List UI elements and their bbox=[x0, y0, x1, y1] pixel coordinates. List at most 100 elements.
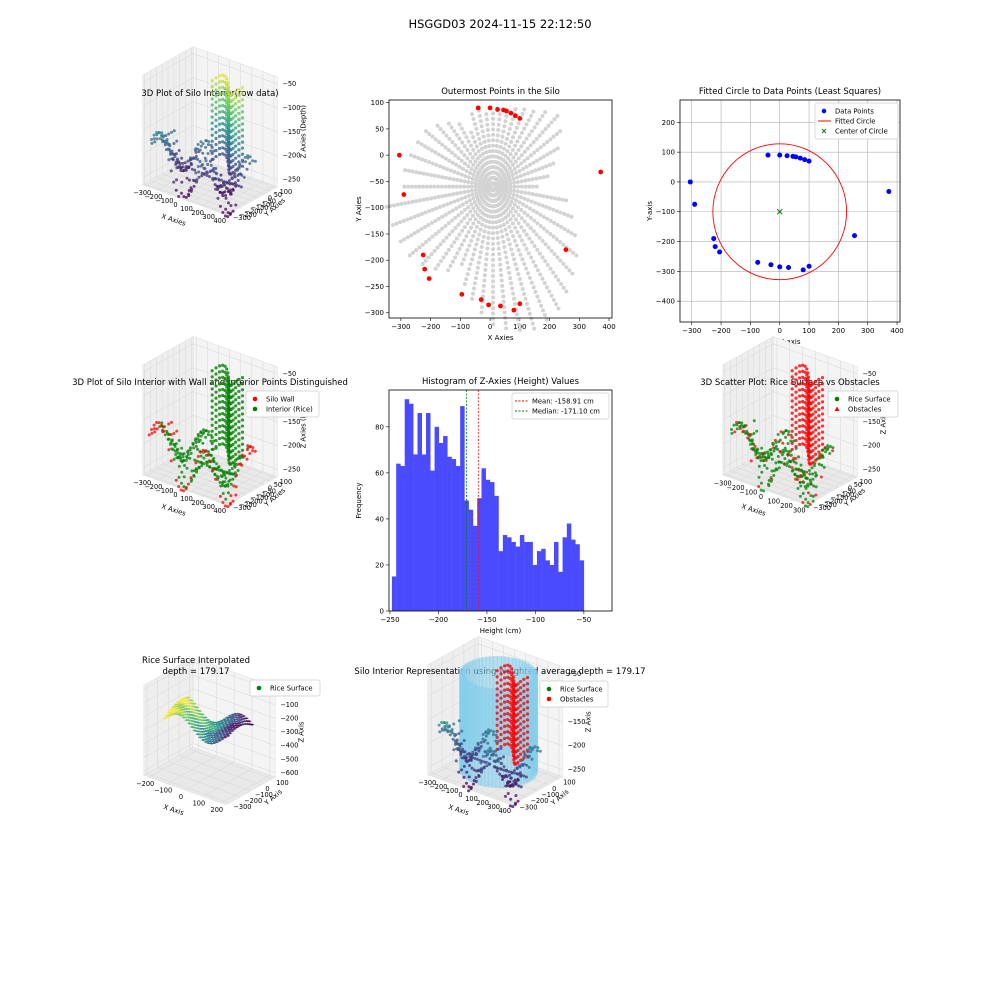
legend-label: Median: -171.10 cm bbox=[532, 408, 600, 416]
point bbox=[525, 736, 530, 740]
point bbox=[544, 164, 549, 169]
point bbox=[221, 97, 225, 101]
point bbox=[223, 484, 227, 488]
y-tick-label: −250 bbox=[819, 501, 837, 509]
point bbox=[215, 462, 219, 466]
point bbox=[740, 421, 744, 425]
point bbox=[814, 428, 818, 432]
point bbox=[231, 152, 235, 156]
point bbox=[817, 432, 821, 436]
point bbox=[502, 718, 507, 722]
point bbox=[467, 171, 472, 176]
point bbox=[806, 505, 810, 509]
surface-patch bbox=[227, 732, 233, 735]
point bbox=[221, 152, 225, 156]
point bbox=[501, 129, 506, 134]
point bbox=[240, 86, 245, 90]
x-tick-label: −200 bbox=[711, 327, 730, 335]
point bbox=[152, 427, 156, 431]
point bbox=[459, 262, 464, 267]
point bbox=[195, 470, 199, 474]
point bbox=[495, 236, 500, 241]
point bbox=[466, 189, 471, 194]
point bbox=[527, 236, 532, 241]
grid-line bbox=[142, 415, 194, 445]
point bbox=[820, 453, 824, 457]
y-tick-label: −50 bbox=[262, 488, 276, 496]
point bbox=[535, 268, 540, 273]
point bbox=[198, 438, 202, 442]
point bbox=[473, 209, 478, 214]
point bbox=[240, 98, 245, 102]
point bbox=[460, 140, 465, 145]
point bbox=[168, 142, 172, 146]
surface-patch bbox=[191, 702, 197, 705]
point bbox=[516, 712, 520, 716]
point bbox=[504, 768, 508, 772]
point bbox=[506, 742, 510, 746]
point bbox=[516, 688, 520, 692]
point bbox=[189, 161, 193, 165]
x-tick-label: 200 bbox=[832, 327, 845, 335]
point bbox=[512, 166, 517, 171]
point bbox=[466, 230, 471, 235]
point bbox=[515, 317, 520, 322]
point bbox=[778, 438, 782, 442]
point bbox=[811, 400, 815, 404]
point bbox=[770, 457, 774, 461]
point bbox=[758, 454, 762, 458]
point bbox=[497, 756, 501, 760]
point bbox=[185, 466, 189, 470]
point bbox=[497, 257, 502, 262]
point bbox=[181, 455, 185, 459]
x-axis-label: X-axis bbox=[780, 338, 801, 346]
point bbox=[470, 155, 475, 160]
data-points bbox=[147, 363, 257, 509]
point bbox=[471, 782, 475, 786]
point bbox=[231, 442, 235, 446]
point bbox=[167, 422, 171, 426]
point bbox=[217, 400, 222, 404]
point bbox=[502, 700, 507, 704]
point bbox=[199, 450, 203, 454]
point bbox=[817, 444, 821, 448]
point bbox=[815, 457, 819, 461]
point bbox=[228, 212, 232, 216]
point bbox=[491, 257, 496, 262]
surface-patch bbox=[218, 725, 224, 728]
point bbox=[797, 430, 802, 434]
bar bbox=[408, 403, 414, 611]
point bbox=[453, 215, 458, 220]
point bbox=[222, 182, 226, 186]
point bbox=[817, 438, 821, 442]
point bbox=[492, 730, 496, 734]
point bbox=[491, 733, 495, 737]
point bbox=[755, 429, 759, 433]
point bbox=[516, 777, 520, 781]
point bbox=[214, 438, 218, 443]
point bbox=[495, 769, 499, 773]
point bbox=[152, 423, 156, 427]
point bbox=[217, 468, 221, 472]
point bbox=[803, 376, 807, 380]
point bbox=[240, 104, 245, 108]
point bbox=[794, 446, 798, 450]
point bbox=[478, 297, 484, 303]
point bbox=[214, 420, 218, 424]
point bbox=[470, 756, 474, 760]
point bbox=[223, 92, 227, 97]
bar bbox=[438, 442, 444, 611]
point bbox=[535, 121, 540, 126]
point bbox=[755, 456, 759, 460]
point bbox=[481, 732, 485, 736]
point bbox=[519, 225, 524, 230]
grid-line bbox=[143, 661, 194, 690]
point bbox=[494, 143, 499, 148]
point bbox=[202, 462, 206, 466]
point bbox=[811, 494, 815, 498]
point bbox=[231, 430, 235, 434]
point bbox=[477, 232, 482, 237]
point bbox=[786, 450, 790, 454]
point bbox=[529, 750, 533, 754]
point bbox=[412, 214, 417, 219]
